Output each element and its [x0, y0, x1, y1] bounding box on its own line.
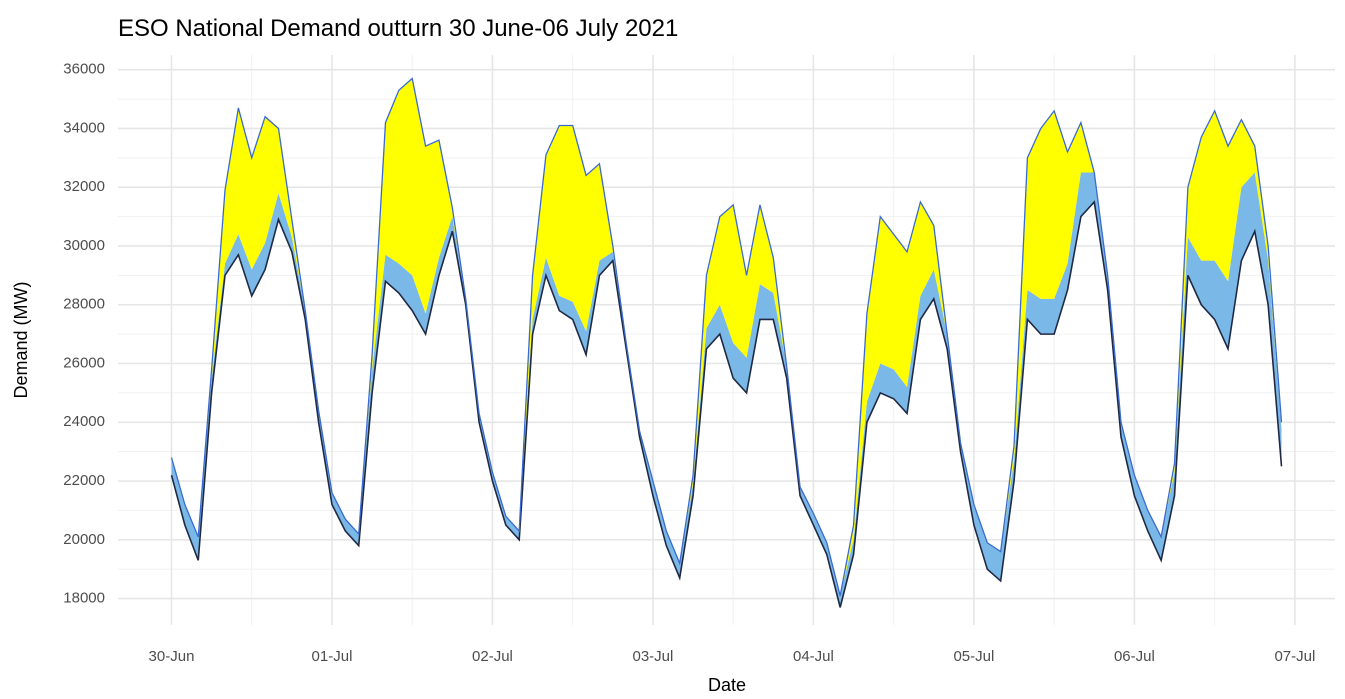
y-tick-label: 18000	[63, 590, 105, 607]
y-tick-label: 36000	[63, 61, 105, 78]
x-tick-label: 06-Jul	[1114, 648, 1155, 665]
area	[171, 172, 1282, 608]
line	[170, 200, 1283, 608]
y-tick-label: 24000	[63, 413, 105, 430]
y-tick-label: 30000	[63, 237, 105, 254]
x-tick-label: 04-Jul	[793, 648, 834, 665]
y-axis-title: Demand (MW)	[11, 281, 31, 398]
x-tick-label: 02-Jul	[472, 648, 513, 665]
plot	[170, 77, 1283, 608]
y-tick-label: 22000	[63, 472, 105, 489]
x-tick-label: 30-Jun	[149, 648, 195, 665]
x-tick-label: 05-Jul	[953, 648, 994, 665]
y-tick-label: 32000	[63, 178, 105, 195]
x-tick-label: 03-Jul	[633, 648, 674, 665]
chart-title: ESO National Demand outturn 30 June-06 J…	[118, 15, 678, 42]
x-tick-label: 07-Jul	[1274, 648, 1315, 665]
outline	[170, 77, 1283, 596]
y-tick-label: 34000	[63, 119, 105, 136]
y-tick-label: 26000	[63, 354, 105, 371]
x-axis-title: Date	[708, 675, 746, 695]
y-tick-label: 20000	[63, 531, 105, 548]
y-tick-label: 28000	[63, 296, 105, 313]
x-tick-label: 01-Jul	[312, 648, 353, 665]
area	[171, 78, 1282, 596]
